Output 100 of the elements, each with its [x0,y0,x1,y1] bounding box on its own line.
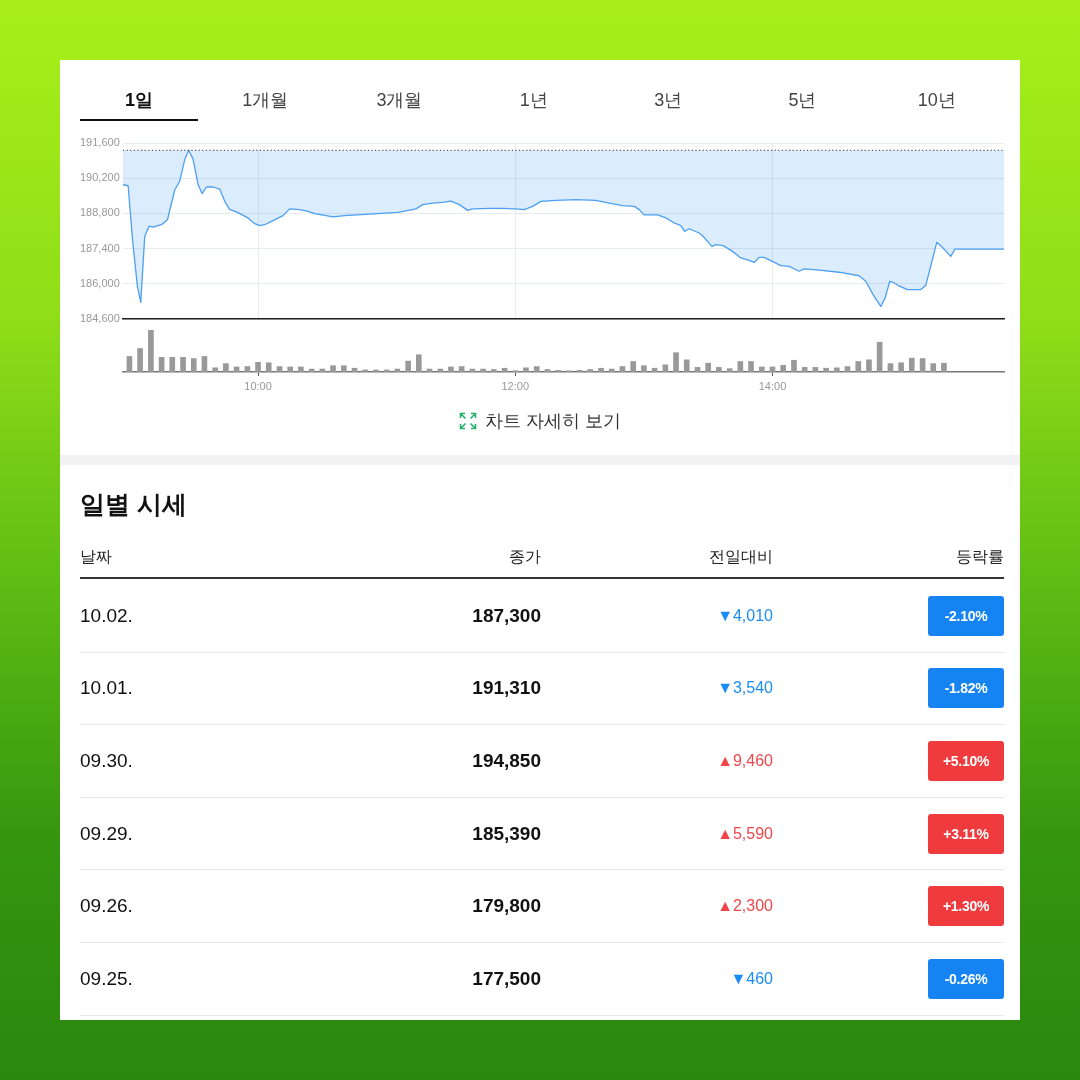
bar [308,368,315,372]
bar [169,356,176,372]
bar [148,330,154,372]
bar [287,366,294,372]
bar [683,359,690,372]
y-tick-label: 187,400 [80,241,120,254]
text: ▼4,010 [717,606,773,625]
text: 등락률 [956,546,1004,567]
x-tick-label: 14:00 [758,379,787,392]
bar [619,366,626,372]
bar [555,369,561,372]
badge: -1.82% [928,668,1004,709]
bar [608,368,615,372]
badge: +3.11% [928,813,1004,854]
text: 185,390 [472,822,541,845]
bar [405,360,411,372]
bar [630,361,637,372]
text: 차트 자세히 보기 [484,410,621,432]
text: 1개월 [242,90,289,110]
text: ▲9,460 [717,751,773,770]
text: 09.26. [80,895,133,918]
bar [855,361,862,372]
text: 일별 시세 [80,490,187,518]
bar [298,366,304,372]
bar [941,362,947,372]
bar [437,368,444,372]
y-tick-label: 184,600 [80,312,120,325]
y-tick-label: 186,000 [80,276,120,289]
text: 187,300 [472,604,541,627]
text: ▼3,540 [717,679,773,698]
bar [673,352,679,372]
badge: +5.10% [928,741,1004,781]
bar [137,348,143,372]
bar [898,362,904,372]
bar [823,367,829,372]
bar [523,367,529,372]
y-tick-label: 188,800 [80,206,120,219]
text: 179,800 [472,895,541,918]
text: 1일 [124,90,153,110]
text: 종가 [509,546,541,567]
text: 194,850 [472,749,541,772]
text: 1년 [519,90,548,110]
bar [716,367,722,372]
bar [737,361,744,372]
bar [791,359,797,372]
x-tick-label: 10:00 [244,379,272,392]
bar [480,368,486,372]
bar [223,363,229,372]
bar [780,364,786,372]
bar [180,356,186,372]
bar [415,354,422,372]
bar [190,358,197,372]
bar [598,367,604,372]
badge: -2.10% [928,595,1004,636]
bar [265,362,272,372]
text: 191,310 [472,677,541,700]
bar [758,366,765,372]
bar [833,367,840,372]
text: 10.01. [80,677,133,700]
bar [726,368,733,372]
bar [812,367,819,372]
bar [705,362,712,372]
text: 5년 [788,90,817,110]
text: ▲2,300 [717,897,773,916]
text: 3개월 [376,90,423,110]
bar [641,365,647,372]
bar [844,366,851,372]
text: 날짜 [80,546,112,567]
bar [919,358,926,372]
text: ▼460 [730,969,773,988]
bar [330,365,336,372]
bar [930,363,937,372]
text: 3년 [654,90,683,110]
bar [276,366,283,372]
y-tick-label: 191,600 [80,136,120,149]
bar [544,369,551,372]
text: 전일대비 [709,546,773,567]
bar [887,363,894,372]
bar [341,365,347,372]
text: 10년 [917,90,956,110]
x-tick-label: 12:00 [501,379,530,392]
text: 10.02. [80,604,133,627]
bar [866,359,872,372]
bar [244,366,251,372]
bar [490,369,497,372]
text: 09.29. [80,822,133,845]
text: ▲5,590 [717,824,773,843]
bar [748,361,754,372]
bar [587,369,594,372]
text: 09.30. [80,749,133,772]
text: 177,500 [472,967,541,990]
bar [448,366,454,372]
bar [908,357,915,372]
bar [458,366,465,372]
bar [576,369,583,372]
bar [533,366,540,372]
y-tick-label: 190,200 [80,171,120,184]
bar [212,367,219,372]
text: 09.25. [80,967,133,990]
bar [255,362,261,372]
